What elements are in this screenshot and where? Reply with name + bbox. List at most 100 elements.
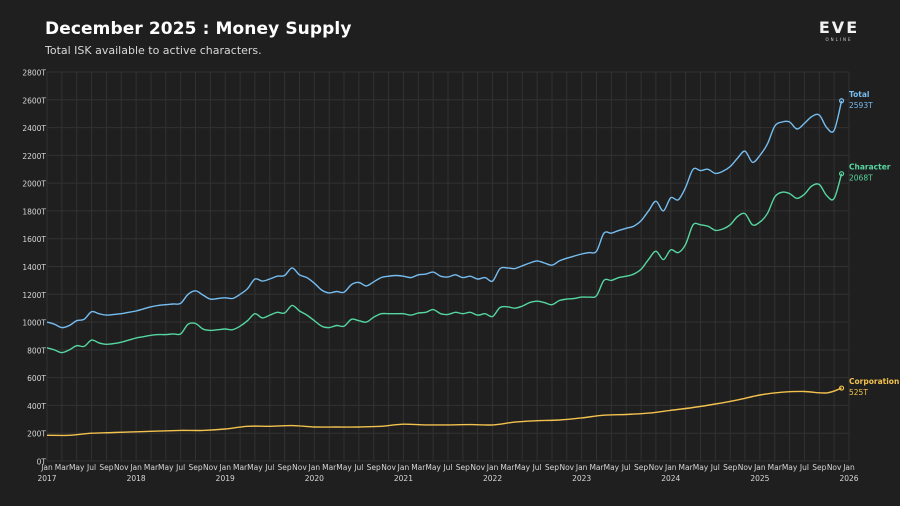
x-month-label: Sep: [278, 463, 292, 472]
x-month-label: Jul: [264, 463, 274, 472]
x-month-label: Jul: [621, 463, 631, 472]
x-month-label: Jan: [397, 463, 410, 472]
chart-subtitle: Total ISK available to active characters…: [45, 44, 262, 57]
x-month-label: Mar: [500, 463, 515, 472]
x-month-label: Sep: [634, 463, 648, 472]
x-month-label: Mar: [322, 463, 337, 472]
y-axis: 0T 200T 400T 600T 800T 1000T 1200T 1400T 1600T 18…: [22, 69, 46, 467]
x-month-label: May: [158, 463, 174, 472]
y-tick-label: 600T: [27, 374, 46, 383]
x-month-label: Sep: [367, 463, 381, 472]
x-month-label: May: [336, 463, 352, 472]
total-end-point: [838, 98, 845, 104]
x-month-label: May: [425, 463, 441, 472]
x-month-label: Nov: [203, 463, 218, 472]
x-year-label: 2018: [127, 474, 146, 483]
y-tick-label: 1200T: [22, 291, 46, 300]
y-tick-label: 2400T: [22, 124, 46, 133]
x-month-label: Jul: [710, 463, 720, 472]
y-tick-label: 2800T: [22, 69, 46, 78]
y-tick-label: 800T: [27, 346, 46, 355]
x-month-label: Mar: [411, 463, 426, 472]
x-month-label: Mar: [233, 463, 248, 472]
x-year-label: 2019: [216, 474, 235, 483]
x-month-label: Sep: [188, 463, 202, 472]
x-month-label: Mar: [679, 463, 694, 472]
x-year-label: 2023: [572, 474, 591, 483]
y-tick-label: 400T: [27, 402, 46, 411]
x-year-label: 2025: [750, 474, 769, 483]
x-year-label: 2020: [305, 474, 324, 483]
x-year-label: 2017: [37, 474, 56, 483]
series-lines: [46, 98, 845, 437]
x-month-label: May: [693, 463, 709, 472]
x-month-label: Jan: [664, 463, 677, 472]
x-month-label: Jul: [175, 463, 185, 472]
x-month-label: Nov: [559, 463, 574, 472]
x-month-label: Nov: [114, 463, 129, 472]
x-month-label: Nov: [470, 463, 485, 472]
x-year-label: 2021: [394, 474, 413, 483]
x-month-label: May: [515, 463, 531, 472]
corporation-end-point: [838, 385, 845, 391]
x-month-label: Jan: [129, 463, 142, 472]
x-month-label: May: [782, 463, 798, 472]
y-tick-label: 2000T: [22, 180, 46, 189]
x-month-label: Jan: [486, 463, 499, 472]
x-month-label: Jul: [353, 463, 363, 472]
x-month-label: Sep: [723, 463, 737, 472]
x-month-label: Mar: [144, 463, 159, 472]
x-month-label: Nov: [649, 463, 664, 472]
x-year-label: 2026: [839, 474, 858, 483]
x-month-label: Jan: [308, 463, 321, 472]
x-month-label: Nov: [738, 463, 753, 472]
x-month-label: May: [604, 463, 620, 472]
x-month-label: Jan: [842, 463, 855, 472]
character-end-point: [838, 171, 845, 177]
y-tick-label: 2600T: [22, 96, 46, 105]
x-year-label: 2022: [483, 474, 502, 483]
total-series-line: [46, 100, 843, 329]
series-labels: Total 2593T Character 2068T Corporation 525T: [849, 90, 899, 397]
y-tick-label: 0T: [37, 458, 47, 467]
x-axis: Jan Mar May Jul Sep Nov Jan Mar May Jul Sep Nov Jan M…: [37, 463, 858, 483]
character-series-name: Character: [849, 163, 891, 172]
logo-wordmark: EVE: [818, 18, 860, 37]
x-month-label: Mar: [768, 463, 783, 472]
y-tick-label: 1800T: [22, 207, 46, 216]
x-month-label: Jan: [753, 463, 766, 472]
x-month-label: Mar: [589, 463, 604, 472]
corporation-series-line: [46, 387, 842, 437]
character-series-value: 2068T: [849, 174, 873, 183]
chart-title: December 2025 : Money Supply: [45, 19, 352, 39]
x-month-label: May: [247, 463, 263, 472]
corporation-series-value: 525T: [849, 388, 868, 397]
y-tick-label: 1000T: [22, 319, 46, 328]
y-tick-label: 1400T: [22, 263, 46, 272]
y-tick-label: 1600T: [22, 235, 46, 244]
x-month-label: May: [69, 463, 85, 472]
x-month-label: Mar: [55, 463, 70, 472]
x-month-label: Sep: [99, 463, 113, 472]
eve-online-logo: EVE ONLINE: [812, 20, 866, 46]
x-month-label: Jan: [218, 463, 231, 472]
corporation-series-name: Corporation: [849, 377, 899, 386]
x-month-label: Sep: [456, 463, 470, 472]
x-month-label: Jul: [442, 463, 452, 472]
x-month-label: Sep: [545, 463, 559, 472]
x-month-label: Jul: [532, 463, 542, 472]
y-tick-label: 2200T: [22, 152, 46, 161]
x-month-label: Sep: [812, 463, 826, 472]
x-month-label: Jan: [40, 463, 53, 472]
x-year-label: 2024: [661, 474, 680, 483]
y-tick-label: 200T: [27, 430, 46, 439]
x-month-label: Nov: [827, 463, 842, 472]
x-month-label: Jan: [575, 463, 588, 472]
x-month-label: Nov: [381, 463, 396, 472]
x-month-label: Jul: [799, 463, 809, 472]
total-series-name: Total: [849, 90, 870, 99]
character-series-line: [46, 173, 843, 354]
x-month-label: Jul: [86, 463, 96, 472]
total-series-value: 2593T: [849, 101, 873, 110]
